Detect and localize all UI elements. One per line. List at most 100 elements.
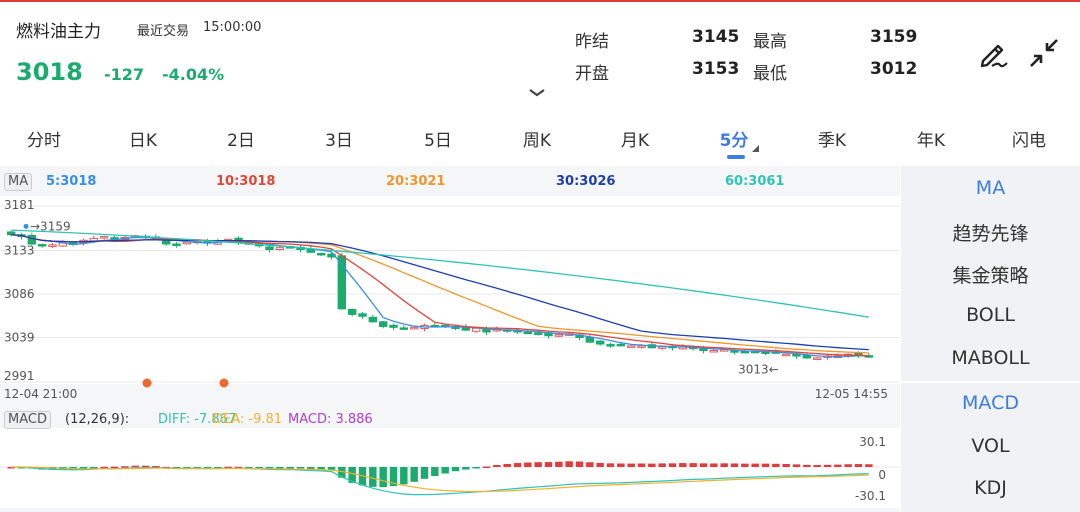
macd-indicator-tag[interactable]: MACD xyxy=(4,411,51,429)
candle-body xyxy=(792,353,801,357)
macd-diff: DIFF: -7.867 xyxy=(158,412,237,427)
macd-histogram-bar xyxy=(193,467,201,469)
macd-histogram-bar xyxy=(813,465,821,467)
tab-flash[interactable]: 闪电 xyxy=(1012,131,1046,151)
chevron-down-icon[interactable] xyxy=(528,88,546,98)
macd-histogram-bar xyxy=(565,461,573,467)
macd-histogram-bar xyxy=(224,466,232,469)
price-axis-label: 3039 xyxy=(4,331,35,345)
tab-fenshi[interactable]: 分时 xyxy=(27,131,61,151)
side-item-kdj[interactable]: KDJ xyxy=(974,477,1007,499)
x-end-label: 12-05 14:55 xyxy=(815,387,888,401)
candle-body xyxy=(48,244,57,247)
macd-histogram-bar xyxy=(90,467,98,469)
price-change-percent: -4.04% xyxy=(162,65,225,84)
candle-body xyxy=(523,331,533,335)
candle-body xyxy=(740,350,750,354)
macd-histogram-bar xyxy=(131,465,139,468)
macd-histogram-bar xyxy=(865,464,873,467)
macd-histogram-bar xyxy=(234,466,243,469)
macd-histogram-bar xyxy=(441,467,449,474)
side-item-maboll[interactable]: MABOLL xyxy=(951,347,1030,369)
macd-histogram-bar xyxy=(679,463,687,467)
macd-histogram-bar xyxy=(327,467,336,470)
macd-histogram-bar xyxy=(730,463,739,467)
macd-histogram-bar xyxy=(606,463,615,467)
macd-histogram-bar xyxy=(668,463,677,467)
side-item-trend-pioneer[interactable]: 趋势先锋 xyxy=(952,223,1029,245)
macd-histogram-bar xyxy=(276,467,284,469)
macd-histogram-bar xyxy=(255,467,263,469)
top-accent-line xyxy=(0,0,1080,2)
macd-histogram-bar xyxy=(348,467,356,483)
macd-histogram-bar xyxy=(369,467,377,487)
tab-3-day[interactable]: 3日 xyxy=(325,131,353,151)
ma5-value: 5:3018 xyxy=(46,174,97,189)
side-item-macd[interactable]: MACD xyxy=(962,392,1019,414)
pen-icon[interactable] xyxy=(976,36,1010,70)
macd-histogram-bar xyxy=(152,466,160,468)
price-panel-bg xyxy=(0,196,900,384)
ma30-line xyxy=(11,234,869,351)
side-panel-divider xyxy=(901,381,1080,383)
candle-body xyxy=(637,345,646,348)
tab-2-day[interactable]: 2日 xyxy=(227,131,255,151)
macd-histogram-bar xyxy=(710,463,718,467)
price-change: -127 xyxy=(104,65,145,84)
tab-dropdown-icon[interactable] xyxy=(752,145,759,152)
candle-body xyxy=(864,355,874,358)
macd-histogram-bar xyxy=(79,467,88,469)
candle-body xyxy=(389,324,398,328)
candle-body xyxy=(409,326,419,330)
macd-histogram-bar xyxy=(637,463,646,467)
candle-body xyxy=(471,327,481,332)
high-marker-label: →3159 xyxy=(30,219,71,233)
macd-histogram-bar xyxy=(741,463,749,467)
ma60-line xyxy=(11,229,869,318)
candle-body xyxy=(89,237,99,242)
candle-body xyxy=(99,236,109,239)
macd-histogram-bar xyxy=(462,467,470,470)
high-marker-dot xyxy=(23,223,29,229)
macd-histogram-bar xyxy=(317,467,325,470)
tab-5-min[interactable]: 5分 xyxy=(719,131,749,151)
tab-season-k[interactable]: 季K xyxy=(817,131,847,151)
high-label: 最高 xyxy=(753,32,787,52)
macd-axis-label: 0 xyxy=(878,468,886,482)
macd-histogram-bar xyxy=(854,464,863,467)
candle-body xyxy=(265,246,274,251)
macd-histogram-bar xyxy=(772,463,780,467)
macd-histogram-bar xyxy=(596,462,604,467)
low-value: 3012 xyxy=(870,59,918,79)
ma-indicator-tag[interactable]: MA xyxy=(4,173,33,191)
kline-chart[interactable]: 3181 3133 3086 3039 2991 →3159 3013← 12-04 21:0… xyxy=(0,166,900,512)
macd-histogram-bar xyxy=(627,463,635,467)
candle-body xyxy=(657,346,667,349)
contract-name: 燃料油主力 xyxy=(16,22,101,42)
side-item-vol[interactable]: VOL xyxy=(971,435,1010,457)
event-marker xyxy=(219,378,229,388)
last-price: 3018 xyxy=(16,58,83,86)
last-trade-time: 15:00:00 xyxy=(203,20,262,35)
macd-histogram-bar xyxy=(689,463,697,467)
candle-body xyxy=(37,244,47,247)
side-item-gold-strategy[interactable]: 集金策略 xyxy=(952,265,1029,287)
macd-histogram-bar xyxy=(307,467,315,469)
macd-histogram-bar xyxy=(203,467,212,469)
x-start-label: 12-04 21:00 xyxy=(4,387,77,401)
tab-day-k[interactable]: 日K xyxy=(128,131,158,151)
collapse-icon[interactable] xyxy=(1028,37,1060,69)
candle-body xyxy=(358,313,367,317)
side-item-ma[interactable]: MA xyxy=(975,177,1006,199)
macd-histogram-bar xyxy=(121,466,129,468)
macd-histogram-bar xyxy=(338,467,346,478)
tab-month-k[interactable]: 月K xyxy=(620,131,650,151)
tab-year-k[interactable]: 年K xyxy=(916,131,946,151)
macd-histogram-bar xyxy=(141,465,150,468)
tab-5-day[interactable]: 5日 xyxy=(424,131,452,151)
side-item-boll[interactable]: BOLL xyxy=(966,304,1015,326)
tab-week-k[interactable]: 周K xyxy=(522,131,552,151)
macd-histogram-bar xyxy=(410,467,418,482)
macd-histogram-bar xyxy=(792,464,801,467)
macd-histogram-bar xyxy=(110,466,119,469)
